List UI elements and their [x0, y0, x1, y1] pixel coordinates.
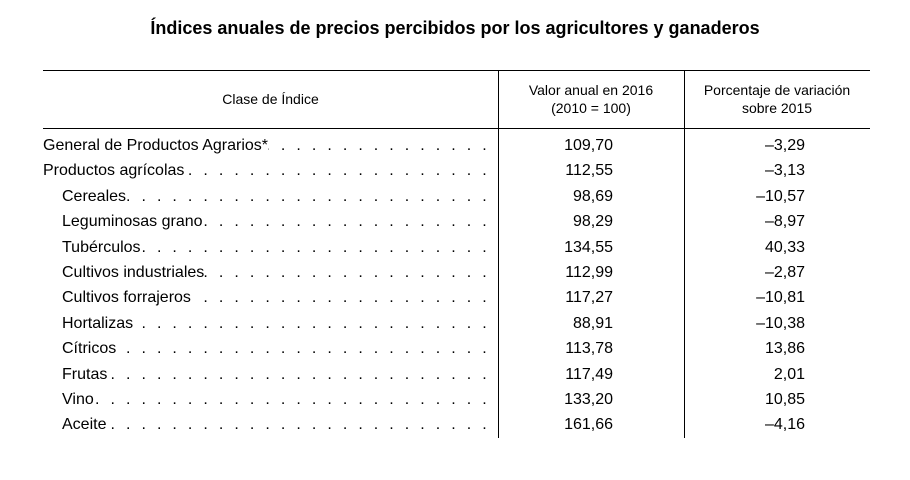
header-class: Clase de Índice [43, 70, 498, 128]
row-label: Tubérculos [62, 238, 141, 256]
table-row: Hortalizas. . . . . . . . . . . . . . . … [43, 311, 870, 336]
header-change: Porcentaje de variación sobre 2015 [684, 70, 870, 128]
row-label-cell: Productos agrícolas. . . . . . . . . . .… [43, 158, 490, 183]
row-change: –8,97 [764, 213, 805, 231]
table-row: Aceite. . . . . . . . . . . . . . . . . … [43, 412, 870, 437]
row-label: Aceite [62, 416, 107, 434]
row-value: 112,55 [565, 162, 613, 180]
row-label-cell: Cítricos. . . . . . . . . . . . . . . . … [62, 336, 490, 361]
row-change: –2,87 [764, 264, 805, 281]
row-value: 134,55 [564, 238, 613, 256]
table-row: Cereales. . . . . . . . . . . . . . . . … [43, 184, 870, 209]
row-label-cell: Leguminosas grano. . . . . . . . . . . .… [62, 209, 490, 234]
leader-dots: . . . . . . . . . . . . . . . . . . . . … [133, 314, 490, 332]
top-rule [43, 70, 870, 71]
row-label: Productos agrícolas [43, 162, 185, 180]
row-change: 10,85 [764, 391, 805, 408]
header-value-line2: (2010 = 100) [551, 100, 631, 116]
header-value-line1: Valor anual en 2016 [528, 82, 654, 98]
table-row: Cultivos forrajeros. . . . . . . . . . .… [43, 285, 870, 310]
row-label-cell: Vino. . . . . . . . . . . . . . . . . . … [62, 387, 490, 412]
row-label-cell: Cereales. . . . . . . . . . . . . . . . … [62, 184, 490, 209]
row-label-cell: General de Productos Agrarios*. . . . . … [43, 133, 490, 158]
leader-dots: . . . . . . . . . . . . . . . . . . . . … [203, 213, 490, 231]
table-row: Cultivos industriales. . . . . . . . . .… [43, 260, 870, 285]
row-label: Vino [62, 391, 94, 408]
row-change: 40,33 [764, 238, 805, 256]
header-change-line1: Porcentaje de variación [703, 82, 851, 98]
leader-dots: . . . . . . . . . . . . . . . . . . . . … [268, 137, 490, 154]
row-change: 2,01 [773, 365, 805, 383]
row-label: Hortalizas [62, 314, 134, 332]
table-row: Tubérculos. . . . . . . . . . . . . . . … [43, 235, 870, 260]
row-value: 117,27 [565, 289, 613, 307]
leader-dots: . . . . . . . . . . . . . . . . . . . . … [126, 187, 490, 205]
table-row: General de Productos Agrarios*. . . . . … [43, 133, 870, 158]
leader-dots: . . . . . . . . . . . . . . . . . . . . … [106, 416, 490, 434]
leader-dots: . . . . . . . . . . . . . . . . . . . . … [184, 162, 490, 180]
leader-dots: . . . . . . . . . . . . . . . . . . . . … [204, 264, 490, 281]
row-change: –10,57 [756, 187, 805, 205]
row-label-cell: Aceite. . . . . . . . . . . . . . . . . … [62, 412, 490, 437]
column-divider [498, 70, 499, 438]
price-index-table: Clase de Índice Valor anual en 2016 (2010… [43, 70, 870, 438]
row-label: Cultivos forrajeros [62, 289, 191, 307]
table-title: Índices anuales de precios percibidos po… [150, 18, 760, 38]
row-value: 133,20 [564, 391, 613, 408]
table-row: Cítricos. . . . . . . . . . . . . . . . … [43, 336, 870, 361]
leader-dots: . . . . . . . . . . . . . . . . . . . . … [107, 365, 490, 383]
row-change: –10,81 [756, 289, 805, 307]
row-change: –10,38 [756, 314, 805, 332]
row-label: Cultivos industriales [62, 264, 205, 281]
row-change: –3,13 [764, 162, 805, 180]
header-class-label: Clase de Índice [222, 91, 319, 107]
row-label-cell: Cultivos forrajeros. . . . . . . . . . .… [62, 285, 490, 310]
table-row: Vino. . . . . . . . . . . . . . . . . . … [43, 387, 870, 412]
leader-dots: . . . . . . . . . . . . . . . . . . . . … [141, 238, 490, 256]
row-value: 112,99 [565, 264, 613, 281]
leader-dots: . . . . . . . . . . . . . . . . . . . . … [191, 289, 490, 307]
row-change: –3,29 [764, 137, 805, 154]
header-change-line2: sobre 2015 [741, 100, 813, 116]
table-row: Leguminosas grano. . . . . . . . . . . .… [43, 209, 870, 234]
row-value: 117,49 [565, 365, 613, 383]
row-label-cell: Hortalizas. . . . . . . . . . . . . . . … [62, 311, 490, 336]
header-value: Valor anual en 2016 (2010 = 100) [498, 70, 684, 128]
row-label: Cítricos [62, 340, 117, 358]
row-label-cell: Frutas. . . . . . . . . . . . . . . . . … [62, 362, 490, 387]
header-rule [43, 128, 870, 129]
leader-dots: . . . . . . . . . . . . . . . . . . . . … [94, 391, 490, 408]
row-label-cell: Tubérculos. . . . . . . . . . . . . . . … [62, 235, 490, 260]
row-change: 13,86 [764, 340, 805, 358]
row-value: 109,70 [564, 137, 613, 154]
row-label: Cereales [62, 187, 127, 205]
row-value: 113,78 [565, 340, 613, 358]
row-value: 161,66 [564, 416, 613, 434]
column-divider [684, 70, 685, 438]
leader-dots: . . . . . . . . . . . . . . . . . . . . … [116, 340, 490, 358]
row-label-cell: Cultivos industriales. . . . . . . . . .… [62, 260, 490, 285]
row-label: General de Productos Agrarios* [43, 137, 269, 154]
row-value: 98,69 [572, 187, 613, 205]
row-label: Leguminosas grano [62, 213, 203, 231]
row-change: –4,16 [764, 416, 805, 434]
table-row: Frutas. . . . . . . . . . . . . . . . . … [43, 362, 870, 387]
row-value: 98,29 [572, 213, 613, 231]
row-label: Frutas [62, 365, 108, 383]
table-row: Productos agrícolas. . . . . . . . . . .… [43, 158, 870, 183]
row-value: 88,91 [572, 314, 613, 332]
